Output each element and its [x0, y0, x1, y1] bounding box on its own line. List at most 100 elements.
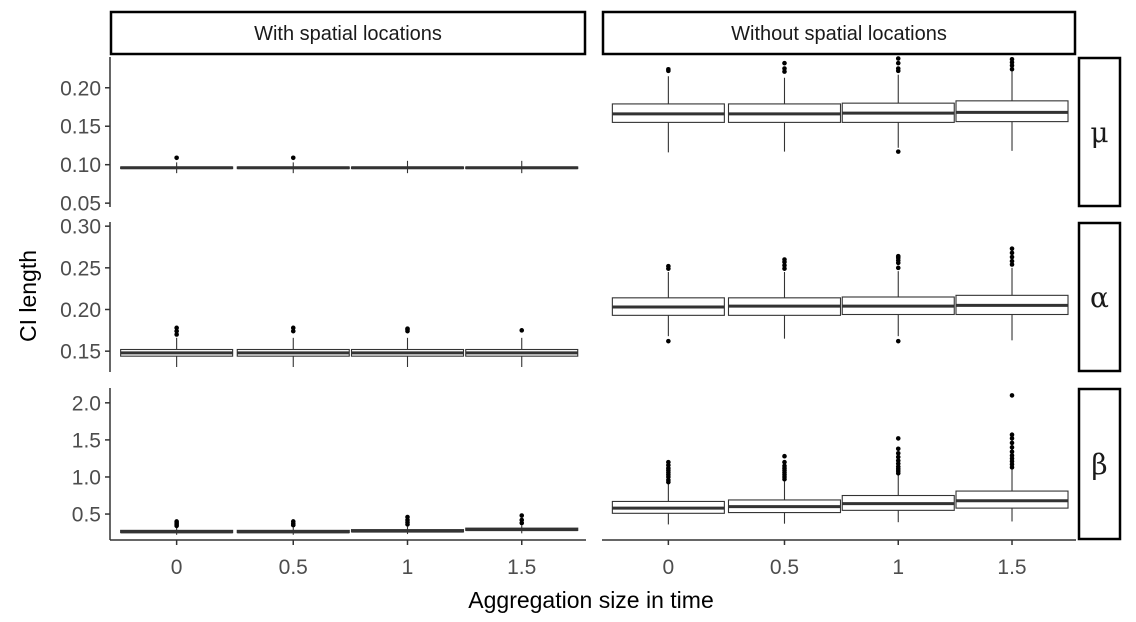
outlier-point	[1009, 432, 1015, 438]
column-strip-label: Without spatial locations	[731, 23, 947, 45]
plot-area: With spatial locations Without spatial lo…	[60, 10, 1122, 579]
outlier-point	[1009, 254, 1015, 260]
x-tick-label: 1.5	[997, 556, 1026, 579]
box-glyph	[841, 436, 955, 523]
box-glyph	[465, 513, 579, 534]
row-strip-box	[1077, 221, 1122, 373]
outlier-point	[895, 458, 901, 463]
outlier-point	[1009, 453, 1015, 458]
outlier-point	[782, 266, 787, 271]
outlier-point	[895, 66, 901, 71]
box-glyph	[350, 160, 465, 174]
x-tick-label: 0.5	[279, 556, 308, 579]
outlier-point	[782, 66, 787, 71]
box-glyph	[955, 393, 1069, 522]
outlier-point	[782, 60, 787, 66]
x-tick-label: 0	[171, 556, 183, 579]
y-tick-label: 0.15	[60, 116, 101, 139]
outlier-point	[666, 338, 671, 344]
outlier-point	[290, 519, 296, 524]
outlier-point	[519, 513, 525, 518]
y-tick-label: 0.20	[60, 299, 101, 322]
row-strip-label: β	[1091, 448, 1107, 481]
x-tick-label: 0	[663, 556, 675, 579]
x-tick-label: 1	[892, 556, 904, 579]
x-tick-label: 1.5	[507, 556, 536, 579]
outlier-point	[1009, 449, 1015, 455]
outlier-point	[290, 325, 296, 331]
outlier-point	[895, 56, 901, 61]
outlier-point	[895, 253, 901, 259]
y-tick-label: 0.25	[60, 257, 101, 280]
box-glyph	[350, 514, 465, 535]
box-glyph	[727, 257, 842, 339]
box-glyph	[236, 325, 350, 367]
outlier-point	[895, 60, 901, 66]
y-tick-label: 0.5	[72, 504, 101, 527]
outlier-point	[895, 454, 901, 460]
outlier-point	[1009, 436, 1015, 441]
box-glyph	[611, 263, 725, 344]
row-strip-label: μ	[1090, 116, 1108, 149]
outlier-point	[895, 338, 901, 344]
outlier-point	[519, 328, 525, 333]
outlier-point	[174, 328, 179, 334]
box-glyph	[236, 519, 350, 535]
y-tick-label: 0.15	[60, 341, 101, 364]
outlier-point	[290, 328, 296, 334]
outlier-point	[782, 453, 787, 459]
outlier-point	[782, 257, 787, 262]
outlier-point	[666, 459, 671, 465]
box-glyph	[727, 453, 842, 524]
row-strip-box	[1077, 56, 1122, 208]
outlier-point	[895, 149, 901, 154]
outlier-point	[405, 514, 410, 520]
y-tick-label: 1.5	[72, 429, 101, 452]
x-axis-title: Aggregation size in time	[468, 587, 713, 613]
y-tick-label: 1.0	[72, 466, 101, 489]
outlier-point	[1009, 445, 1015, 450]
outlier-point	[1009, 246, 1015, 251]
outlier-point	[174, 155, 179, 161]
box-glyph	[120, 325, 234, 367]
y-tick-label: 0.10	[60, 154, 101, 177]
y-axis-title: CI length	[15, 250, 41, 342]
outlier-point	[782, 463, 787, 469]
y-tick-label: 2.0	[72, 392, 101, 415]
outlier-point	[1009, 258, 1015, 264]
box-glyph	[955, 57, 1069, 151]
outlier-point	[174, 325, 179, 331]
y-tick-label: 0.05	[60, 193, 101, 216]
column-strip-box	[601, 10, 1077, 56]
box-glyph	[350, 326, 465, 367]
box-glyph	[841, 56, 955, 154]
outlier-point	[174, 332, 179, 337]
outlier-point	[666, 67, 671, 72]
box-glyph	[611, 459, 725, 525]
outlier-point	[895, 265, 901, 271]
outlier-point	[782, 459, 787, 465]
outlier-point	[1009, 262, 1015, 267]
y-tick-label: 0.30	[60, 216, 101, 239]
outlier-point	[895, 436, 901, 441]
outlier-point	[1009, 67, 1015, 72]
outlier-point	[405, 326, 410, 331]
column-strip-label: With spatial locations	[254, 23, 442, 45]
x-tick-label: 0.5	[770, 556, 799, 579]
box-glyph	[955, 246, 1069, 341]
outlier-point	[895, 446, 901, 452]
box-glyph	[841, 253, 955, 344]
box-glyph	[465, 328, 579, 367]
outlier-point	[666, 263, 671, 269]
box-glyph	[120, 155, 234, 174]
row-strip-label: α	[1090, 281, 1109, 314]
outlier-point	[782, 263, 787, 268]
box-glyph	[236, 155, 350, 174]
outlier-point	[895, 450, 901, 456]
box-glyph	[611, 67, 725, 153]
outlier-point	[519, 517, 525, 523]
outlier-point	[1009, 250, 1015, 256]
row-strip-box	[1077, 387, 1122, 541]
outlier-point	[290, 155, 296, 161]
box-glyph	[465, 160, 579, 174]
